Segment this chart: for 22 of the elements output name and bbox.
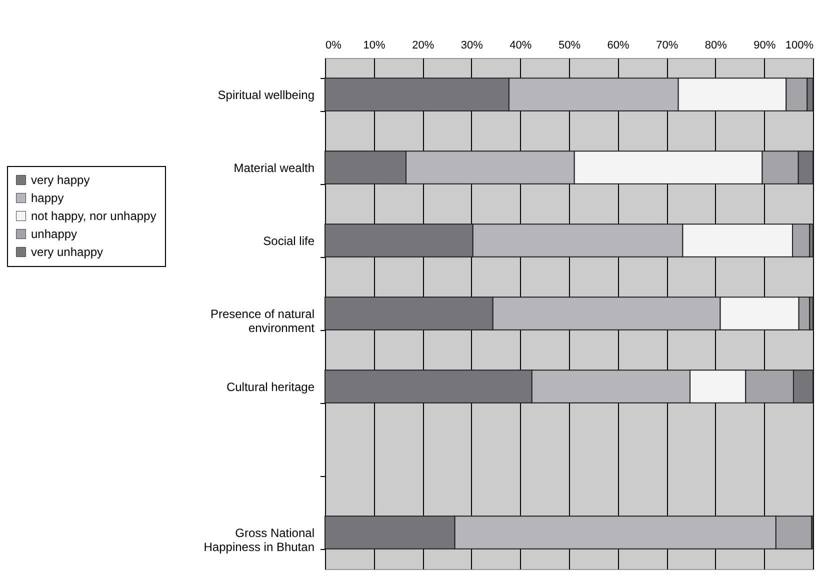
y-tick-label: Presence of natural environment [210, 307, 316, 335]
legend-label: unhappy [31, 227, 78, 241]
x-tick-label: 100% [785, 40, 814, 52]
legend-label: not happy, nor unhappy [31, 209, 156, 223]
legend-label: very unhappy [31, 245, 104, 259]
x-tick-label: 10% [363, 40, 386, 52]
x-tick-label: 0% [326, 40, 342, 52]
x-tick-label: 20% [412, 40, 434, 52]
y-tick-label: Spiritual wellbeing [218, 88, 314, 102]
x-tick-label: 60% [607, 40, 630, 52]
legend-label: happy [31, 191, 64, 205]
x-tick-label: 40% [510, 40, 532, 52]
x-tick-label: 50% [558, 40, 581, 52]
y-tick-label: Material wealth [234, 161, 314, 175]
legend-label: very happy [31, 173, 90, 187]
y-tick-label: Social life [263, 234, 315, 248]
x-tick-label: 80% [704, 40, 728, 52]
y-tick-label: Cultural heritage [226, 380, 315, 394]
x-tick-label: 70% [656, 40, 678, 52]
x-tick-label: 90% [754, 40, 776, 52]
x-tick-label: 30% [460, 40, 484, 52]
y-tick-label: Gross National Happiness in Bhutan [204, 526, 314, 554]
